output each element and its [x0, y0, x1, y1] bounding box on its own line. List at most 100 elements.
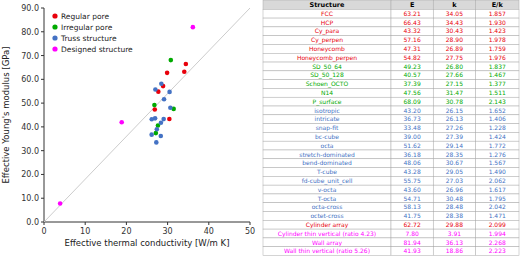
table-cell — [263, 124, 391, 133]
table-text: 1.795 — [489, 195, 506, 202]
legend-label: Truss structure — [60, 34, 117, 43]
table-cell — [475, 185, 519, 194]
table-cell — [391, 53, 433, 62]
table-text: Honeycomb — [309, 45, 345, 53]
table-text: 1.772 — [489, 142, 506, 149]
table-text: 43.32 — [404, 27, 421, 34]
table-cell — [433, 27, 475, 36]
table-text: 27.26 — [446, 124, 463, 131]
table-cell — [433, 212, 475, 221]
table-text: 1.377 — [489, 80, 506, 87]
table-cell — [475, 132, 519, 141]
table-cell — [433, 247, 475, 256]
legend-label: Designed structure — [61, 45, 133, 54]
table-cell — [391, 132, 433, 141]
table-text: 26.96 — [446, 186, 463, 193]
table-text: 62.72 — [404, 221, 421, 228]
table-text: 33.48 — [404, 124, 421, 131]
table-text: 28.35 — [446, 151, 463, 158]
y-tick — [41, 126, 44, 127]
table-cell — [475, 71, 519, 80]
table-cell — [433, 36, 475, 45]
y-axis-label: Effective Young's modulus [GPa] — [1, 46, 11, 183]
table-text: 54.71 — [404, 195, 421, 202]
table-cell — [391, 212, 433, 221]
table-cell — [433, 141, 475, 150]
table-text: 7.80 — [405, 230, 419, 237]
table-cell — [475, 124, 519, 133]
table-cell — [475, 141, 519, 150]
table-text: 1.423 — [489, 27, 506, 34]
table-text: 30.48 — [446, 195, 463, 202]
x-tick-label: 50 — [245, 227, 255, 236]
table-cell — [391, 97, 433, 106]
y-tick-label: 30.0 — [21, 147, 39, 156]
scatter-point — [153, 87, 158, 92]
scatter-point — [154, 140, 159, 145]
x-axis — [44, 222, 250, 223]
table-text: 1.652 — [489, 107, 506, 114]
scatter-point — [161, 117, 166, 122]
scatter-point — [152, 107, 157, 112]
table-cell — [475, 53, 519, 62]
table-text: Schoen_OCTO — [306, 80, 349, 88]
table-text: 29.14 — [446, 142, 463, 149]
table-text: 1.617 — [489, 186, 506, 193]
table-cell — [391, 62, 433, 71]
table-cell — [263, 44, 391, 53]
scatter-point — [162, 97, 167, 102]
scatter-point — [159, 134, 164, 139]
table-text: octa — [321, 142, 334, 149]
table-text: 34.05 — [446, 10, 463, 17]
table-text: 30.78 — [446, 98, 463, 105]
table-cell — [391, 88, 433, 97]
table-text: 2.042 — [489, 203, 506, 210]
table-text: 27.39 — [446, 133, 463, 140]
y-tick-label: 20.0 — [21, 170, 39, 179]
table-cell — [391, 124, 433, 133]
table-cell — [433, 132, 475, 141]
table-text: 1.228 — [489, 124, 506, 131]
table-text: Cylinder array — [306, 221, 349, 229]
table-text: 1.406 — [489, 115, 506, 122]
table-text: 66.43 — [404, 19, 421, 26]
table-cell — [433, 124, 475, 133]
table-cell — [433, 185, 475, 194]
table-text: 47.56 — [404, 89, 421, 96]
table-text: 1.511 — [489, 89, 506, 96]
table-cell — [263, 36, 391, 45]
scatter-point — [58, 201, 63, 206]
scatter-point — [153, 116, 158, 121]
table-header: k — [452, 1, 457, 9]
table-text: 36.73 — [404, 115, 421, 122]
table-cell — [475, 150, 519, 159]
table-text: N14 — [321, 89, 333, 96]
table-text: 1.424 — [489, 133, 506, 140]
table-text: 81.94 — [404, 239, 421, 246]
table-text: 41.75 — [404, 212, 421, 219]
scatter-point — [167, 90, 172, 95]
table-cell — [263, 27, 391, 36]
table-text: snap-fit — [316, 124, 339, 132]
table-text: bend-dominated — [302, 159, 352, 166]
table-text: 63.21 — [404, 10, 421, 17]
table-header: E/k — [492, 1, 504, 9]
table-cell — [475, 88, 519, 97]
table-cell — [433, 159, 475, 168]
table-cell — [475, 106, 519, 115]
table-text: 1.490 — [489, 168, 506, 175]
table-text: 37.39 — [404, 80, 421, 87]
table-text: 41.93 — [404, 247, 421, 254]
table-cell — [263, 203, 391, 212]
table-text: 43.28 — [404, 168, 421, 175]
table-cell — [433, 203, 475, 212]
legend-label: Regular pore — [61, 12, 109, 21]
table-text: 57.16 — [404, 36, 421, 43]
legend: Regular poreIrregular poreTruss structur… — [52, 12, 133, 54]
table-cell — [263, 9, 391, 18]
table-cell — [263, 106, 391, 115]
table-cell — [391, 44, 433, 53]
y-tick — [41, 222, 44, 223]
table-text: 29.88 — [446, 221, 463, 228]
table-text: FCC — [321, 10, 333, 17]
